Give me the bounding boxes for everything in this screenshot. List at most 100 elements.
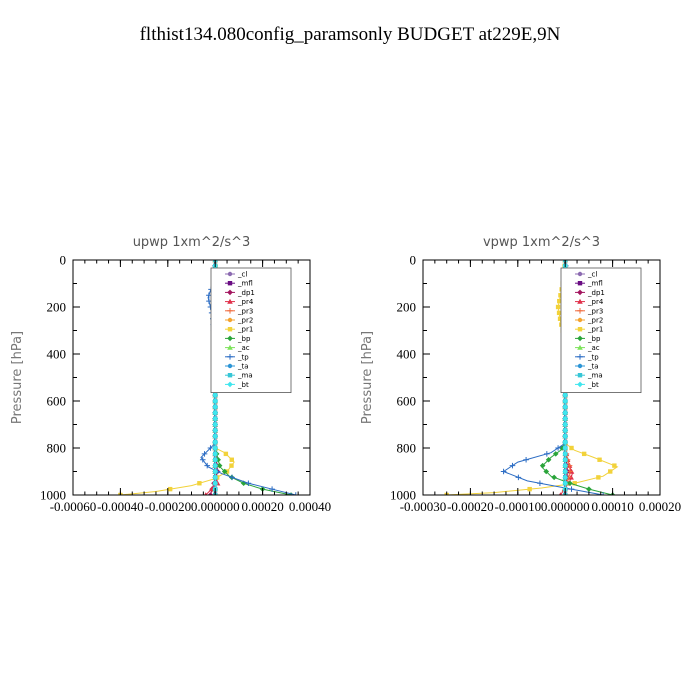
panel-2-legend-label-_mfl: _mfl [587,280,603,288]
panel-2-legend-label-_pr2: _pr2 [587,317,603,325]
panel-2-legend-label-_ma: _ma [587,372,603,380]
panel-1-legend-label-_ac: _ac [237,344,250,352]
panel-2-ytick-label: 200 [397,300,417,315]
panel-2-series-_tp-point [523,456,529,463]
panel-2-series-_pr3-point [567,468,573,475]
panel-1-legend-marker-_pr2 [227,317,233,323]
panel-2-series-_tp-point [568,486,575,492]
panel-2-series-_tp-point [509,462,516,469]
panel-1-legend-marker-_ac [227,344,233,350]
panel-2-series-_bt-point [562,474,568,481]
panel-1-xtick-label: -0.00020 [145,499,192,514]
panel-1-ytick-label: 600 [47,394,67,409]
panel-1-legend-marker-_ta [227,363,233,369]
panel-2-legend-label-_ta: _ta [587,363,599,371]
panel-1-series-_bp-point [221,468,228,475]
panel-2-series-_bt-point [562,480,568,487]
panel-1-series-_tp-point [245,480,252,487]
panel-1-series-_bp-point [216,462,223,469]
panel-2-legend-label-_pr3: _pr3 [587,307,603,315]
panel-1-ytick-label: 400 [47,347,67,362]
panel-1-series-_bt-point [212,480,218,487]
panel-2-series-_bt-point [562,462,568,469]
panel-2-series-_pr1-point [557,316,563,321]
panel-2-series-_bt-point [562,445,568,451]
panel-2-series-_bt-point [562,415,568,422]
panel-1-series-_bt-point [212,462,218,469]
panel-1-series-_pr1-point [229,457,234,462]
panel-2-series-_pr4-point [558,492,563,495]
figure-title: flthist134.080config_paramsonly BUDGET a… [140,24,561,45]
panel-2-series-_pr1-point [581,451,587,457]
panel-1-series-_bp-point [240,480,247,487]
panel-1-xtick-label: 0.00040 [289,499,331,514]
panel-1-legend-marker-_ma [227,373,233,378]
panel-2-series-_bt-point [562,433,568,440]
panel-2-ytick-label: 1000 [390,488,416,503]
panel-1-series-_dp1-point [207,492,214,495]
panel-1-legend-label-_cl: _cl [237,271,247,279]
panel-2-legend-marker-_dp1 [577,289,583,296]
panel-1-legend-marker-_tp [227,354,233,360]
panel-1-legend-label-_bp: _bp [237,335,251,343]
panel-1-legend-label-_pr2: _pr2 [237,317,253,325]
panel-2-series-_bt-point [562,451,568,457]
panel-1-legend-label-_dp1: _dp1 [237,289,255,297]
panel-1-legend-label-_mfl: _mfl [237,280,253,288]
panel-1-xtick-label: 0.000000 [191,499,240,514]
panel-2-ytick-label: 0 [410,253,417,268]
panel-1-ytick-label: 0 [60,253,67,268]
panel-2-legend-marker-_cl [577,271,583,277]
panel-1-series-_bt-point [212,439,218,445]
panel-2-legend-label-_tp: _tp [587,353,599,361]
panel-2-legend-label-_dp1: _dp1 [587,289,605,297]
panel-1-series-_bt-point [212,451,218,457]
panel-2-xtick-label: -0.00020 [447,499,494,514]
panel-1-series-_bt-point [212,421,218,428]
panel-2-xtick-label: 0.000000 [541,499,590,514]
panel-2-series-_bp-point [552,451,559,457]
panel-2-series-_tp-point [537,480,543,487]
panel-2-series-_bt-point [562,404,568,410]
panel-1-series-_tp-point [229,474,235,481]
panel-2-ylabel: Pressure [hPa] [360,331,375,424]
panel-1-series-_bt-point [212,433,218,440]
panel-1-series-_bt-point [212,415,218,422]
panel-2-series-_bp-point [567,480,573,487]
panel-1-xtick-label: -0.00040 [97,499,144,514]
panel-1-legend-label-_ta: _ta [237,363,249,371]
panel-1-legend-marker-_pr3 [227,308,233,314]
panel-1-legend-label-_ma: _ma [237,372,253,380]
panel-2-series-_pr1-point [596,475,601,480]
panel-1-series-_bt-point [212,468,218,475]
panel-1-series-_bt-point [212,404,218,410]
panel-2-legend-marker-_mfl [577,281,583,286]
panel-2-series-_pr1-point [556,310,562,316]
panel-1-legend-label-_tp: _tp [237,353,249,361]
panel-2-series-_tp-point [515,474,522,481]
panel-1-legend-marker-_pr4 [227,298,233,304]
panel-2-ytick-label: 800 [397,441,417,456]
panel-2-series-_bt-point [562,427,568,434]
panel-2-series-_pr1-point [569,445,574,451]
panel-1-series-_bt-point [212,398,218,404]
panel-1-series-_tp-point [269,486,275,492]
panel-2-legend-marker-_bp [577,335,583,342]
panel-1-legend-label-_pr4: _pr4 [237,298,254,306]
panel-1-legend-marker-_bp [227,335,233,342]
panel-2-legend-label-_pr1: _pr1 [587,326,603,334]
panel-2-series-_bt-point [562,421,568,428]
panel-1-series-_bt-point [212,409,218,416]
panel-1-series-_pr1-point [229,463,234,468]
panel-1-series-_bp-point [215,456,221,463]
panel-2-series-_bt-point [562,392,568,398]
panel-1-legend-label-_pr3: _pr3 [237,307,253,315]
panel-2-legend-label-_bt: _bt [587,381,599,389]
panel-2-series-_bp-point [551,474,557,481]
panel-2-series-_pr1-point [597,457,602,462]
panel-2-series-_tp-point [500,468,507,475]
panel-2-series-_tp-point [544,451,550,457]
panel-1-ylabel: Pressure [hPa] [10,331,25,424]
panel-2-series-_pr1-point [612,463,617,468]
panel-1-legend: _cl_mfl_dp1_pr4_pr3_pr2_pr1_bp_ac_tp_ta_… [210,267,292,393]
